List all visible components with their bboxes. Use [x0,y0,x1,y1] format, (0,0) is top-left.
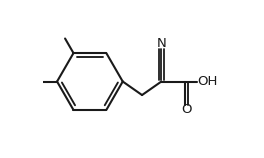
Text: OH: OH [197,75,218,88]
Text: O: O [181,103,192,116]
Text: N: N [157,37,166,50]
